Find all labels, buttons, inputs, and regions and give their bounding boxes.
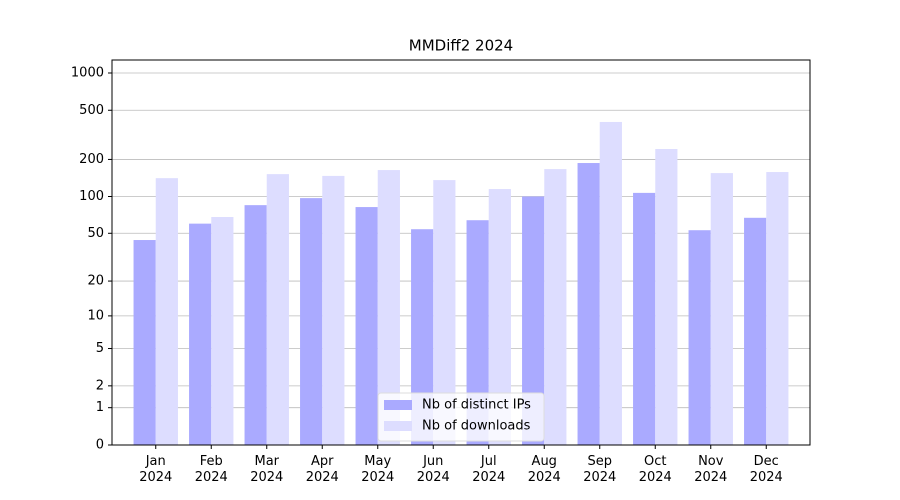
bar <box>189 223 212 445</box>
bar <box>355 207 378 445</box>
x-tick-label: May 2024 <box>361 454 394 485</box>
x-tick-label: Sep 2024 <box>583 454 616 485</box>
bar <box>488 189 511 445</box>
y-tick-label: 10 <box>87 308 104 323</box>
x-tick-label: Feb 2024 <box>195 454 228 485</box>
x-tick-label: Dec 2024 <box>750 454 783 485</box>
bar <box>577 163 600 445</box>
legend-swatch <box>384 400 412 410</box>
bar <box>766 172 789 445</box>
bar <box>300 198 323 445</box>
y-tick-label: 5 <box>96 341 104 356</box>
bar <box>266 174 289 445</box>
bar <box>466 220 489 445</box>
legend-label: Nb of downloads <box>422 419 531 434</box>
chart-title: MMDiff2 2024 <box>409 37 513 55</box>
bar <box>522 196 545 445</box>
legend-label: Nb of distinct IPs <box>422 398 531 413</box>
bar <box>599 121 622 445</box>
bar <box>211 217 234 445</box>
bar <box>244 205 267 445</box>
bar <box>688 230 711 445</box>
bar <box>322 175 345 446</box>
y-tick-label: 1000 <box>71 65 104 80</box>
bar <box>133 240 156 445</box>
y-tick-label: 1 <box>96 400 104 415</box>
bar <box>744 217 767 445</box>
plot-frame <box>111 59 811 446</box>
y-tick-label: 50 <box>87 226 104 241</box>
legend-swatch <box>384 421 412 431</box>
y-tick-label: 500 <box>79 103 104 118</box>
bar <box>155 178 178 446</box>
x-tick-label: Oct 2024 <box>639 454 672 485</box>
y-tick-label: 20 <box>87 274 104 289</box>
y-tick-label: 2 <box>96 378 104 393</box>
x-tick-label: Nov 2024 <box>694 454 727 485</box>
bar <box>411 229 434 445</box>
x-tick-label: Aug 2024 <box>528 454 561 485</box>
bar <box>433 180 456 445</box>
y-tick-label: 0 <box>96 438 104 453</box>
x-tick-label: Jun 2024 <box>417 454 450 485</box>
x-tick-label: Mar 2024 <box>250 454 283 485</box>
bar <box>377 170 400 445</box>
x-tick-label: Jul 2024 <box>472 454 505 485</box>
legend-box <box>377 392 545 442</box>
x-tick-label: Apr 2024 <box>306 454 339 485</box>
bar <box>633 192 656 445</box>
bar <box>544 169 567 445</box>
x-tick-label: Jan 2024 <box>139 454 172 485</box>
bar <box>655 148 678 446</box>
y-tick-label: 200 <box>79 152 104 167</box>
bar <box>710 173 733 445</box>
y-tick-label: 100 <box>79 189 104 204</box>
